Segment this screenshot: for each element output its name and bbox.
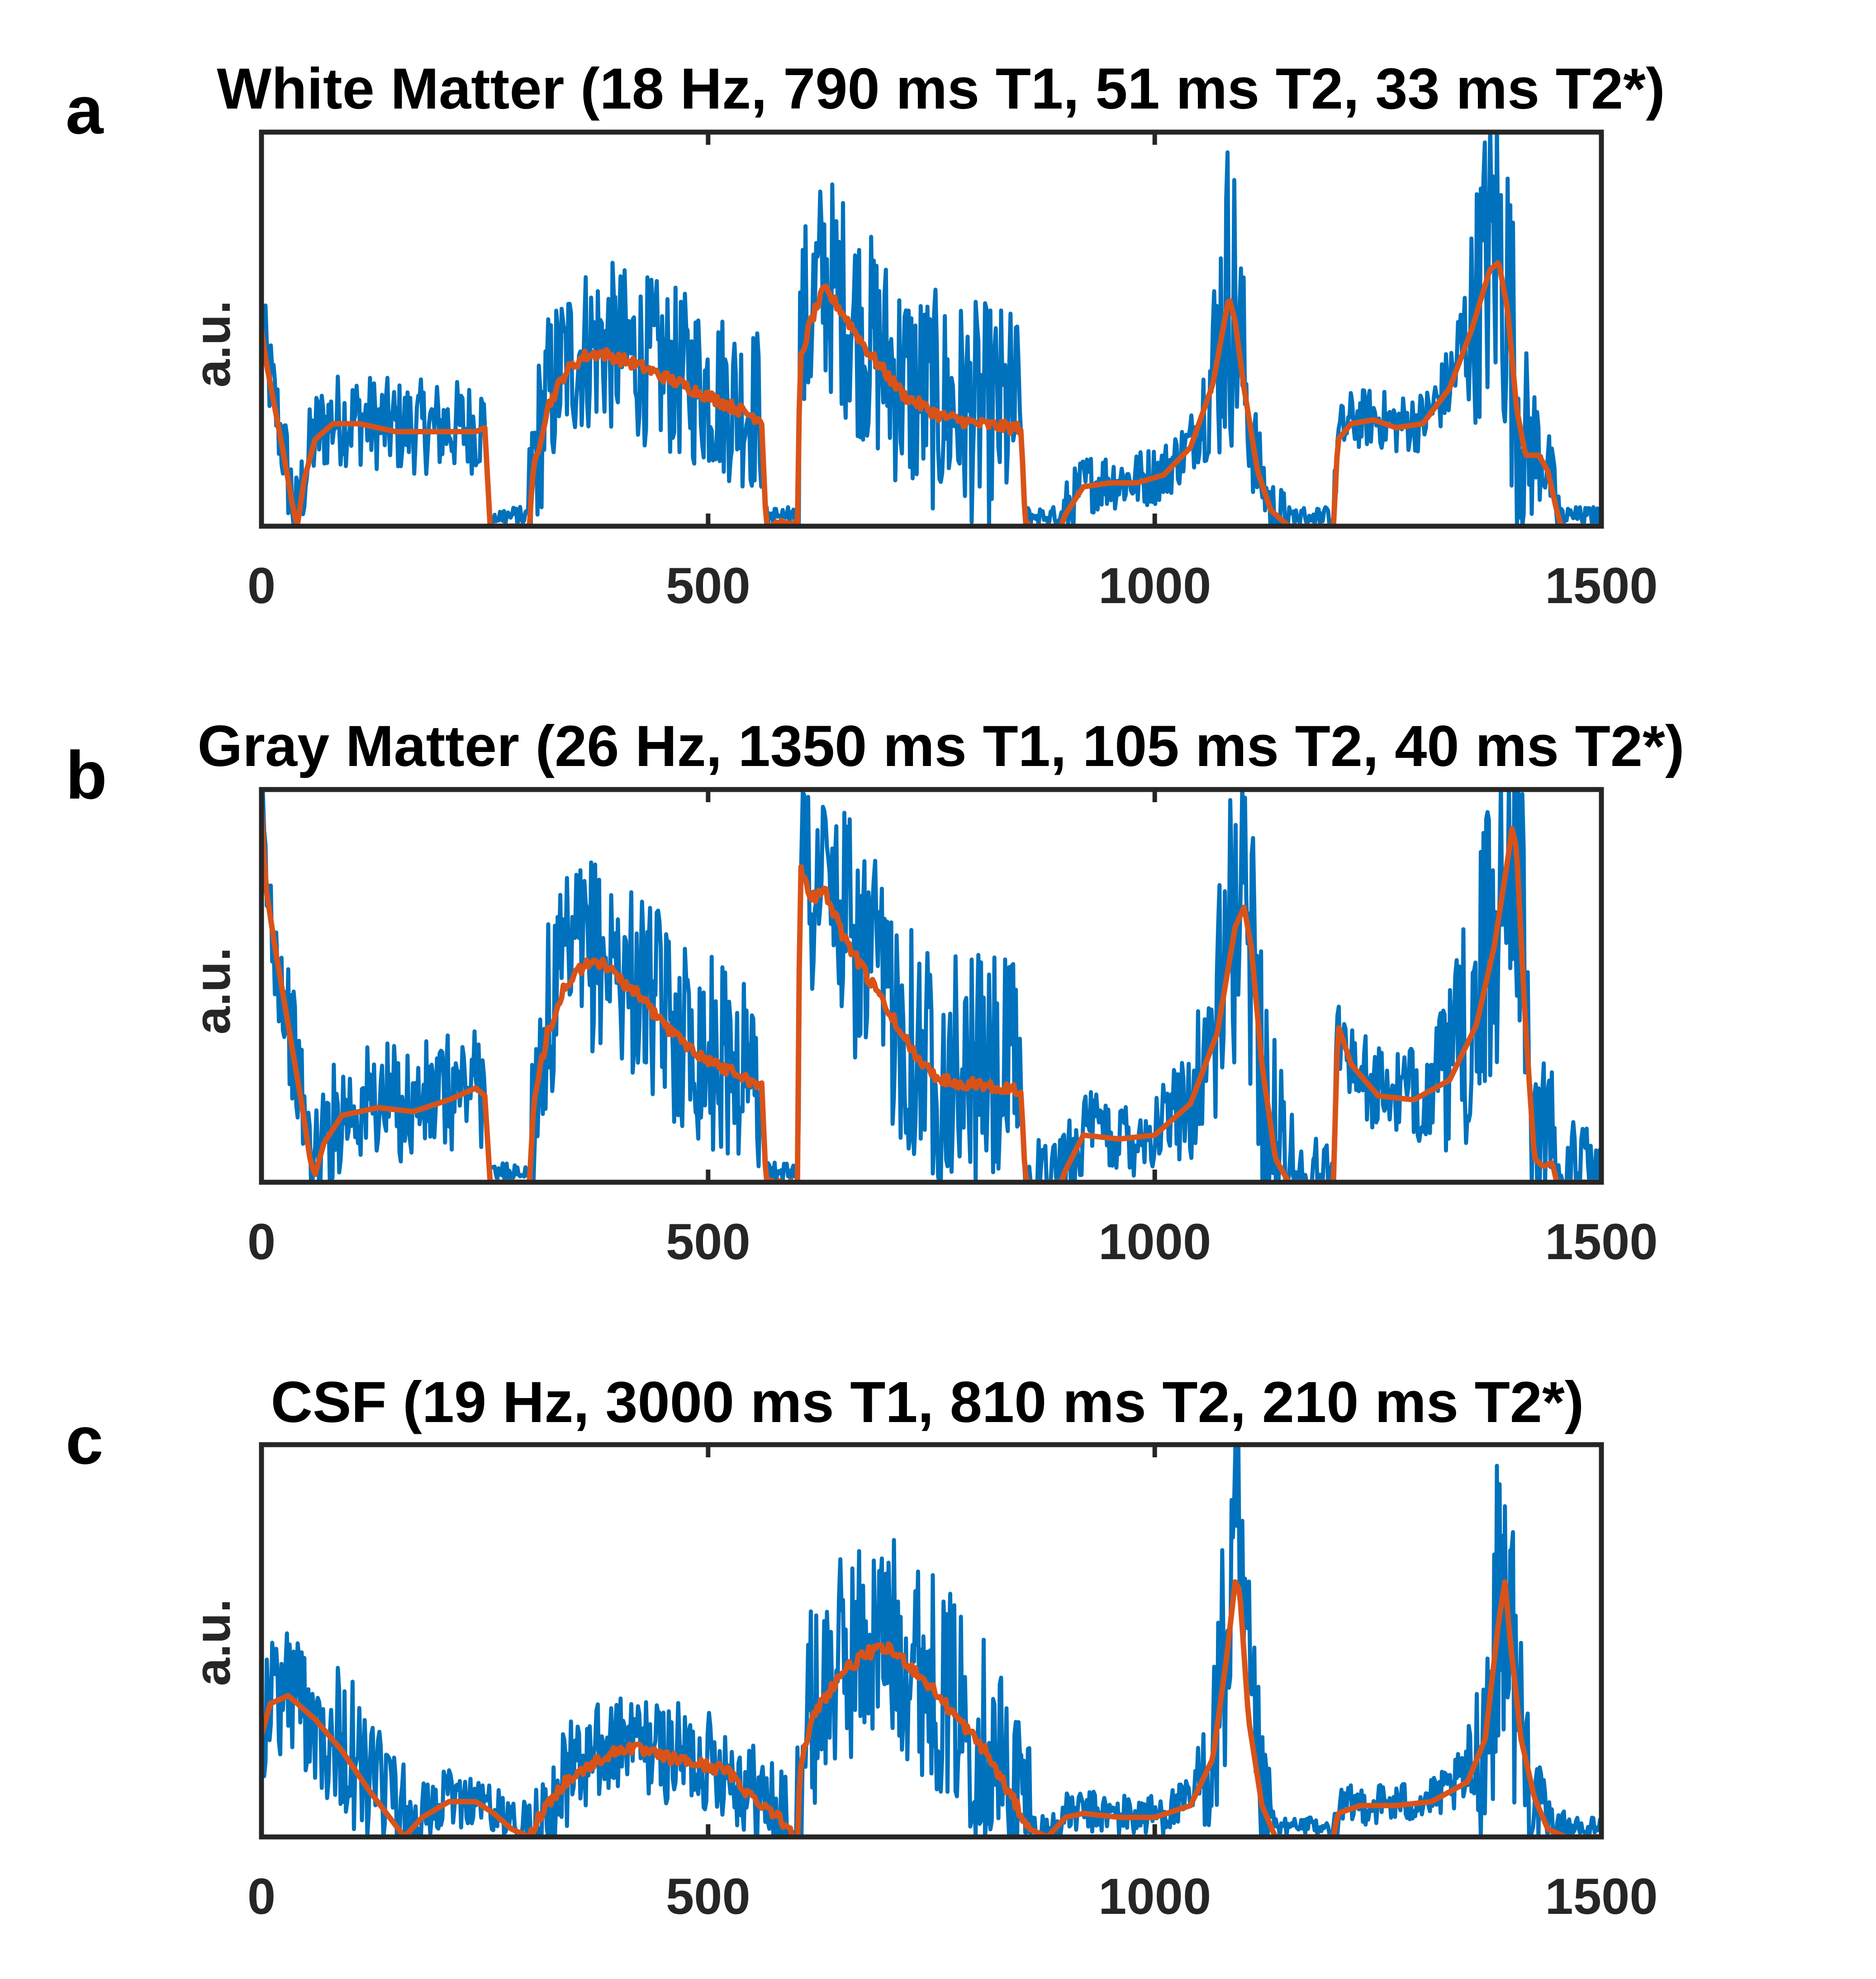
- x-tick-label-c: 1500: [1545, 1868, 1658, 1925]
- series-fit-b: [261, 806, 1601, 1182]
- series-fit-c: [261, 1579, 1601, 1837]
- x-tick-label-b: 0: [247, 1213, 275, 1270]
- axes-box-a: [259, 129, 1604, 529]
- plot-area-a: 0 500 1000 1500: [247, 129, 1658, 614]
- series-measured-b: [261, 790, 1601, 1182]
- x-tick-label-c: 500: [666, 1868, 750, 1925]
- panel-label-a: a: [66, 72, 104, 148]
- panel-b: b Gray Matter (26 Hz, 1350 ms T1, 105 ms…: [66, 714, 1684, 1270]
- plot-area-c: 0 500 1000 1500: [247, 1442, 1658, 1925]
- series-measured-a: [261, 132, 1601, 526]
- chart-title-b: Gray Matter (26 Hz, 1350 ms T1, 105 ms T…: [198, 714, 1685, 779]
- y-axis-label-a: a.u.: [184, 300, 241, 388]
- x-tick-label-a: 1500: [1545, 557, 1658, 614]
- axes-box-b: [259, 787, 1604, 1185]
- axes-box-c: [259, 1442, 1604, 1840]
- panel-label-b: b: [66, 737, 107, 813]
- x-tick-label-b: 1000: [1098, 1213, 1211, 1270]
- series-fit-a: [261, 260, 1601, 526]
- y-axis-label-c: a.u.: [184, 1599, 241, 1686]
- series-measured-c: [261, 1445, 1601, 1837]
- panel-a: a White Matter (18 Hz, 790 ms T1, 51 ms …: [66, 57, 1665, 614]
- x-tick-label-b: 500: [666, 1213, 750, 1270]
- x-tick-label-a: 0: [247, 557, 275, 614]
- chart-title-a: White Matter (18 Hz, 790 ms T1, 51 ms T2…: [217, 57, 1665, 121]
- x-tick-label-a: 500: [666, 557, 750, 614]
- x-tick-label-c: 0: [247, 1868, 275, 1925]
- chart-title-c: CSF (19 Hz, 3000 ms T1, 810 ms T2, 210 m…: [271, 1370, 1584, 1435]
- x-tick-label-c: 1000: [1098, 1868, 1211, 1925]
- y-axis-label-b: a.u.: [184, 947, 241, 1035]
- panel-label-c: c: [66, 1402, 103, 1478]
- x-tick-label-a: 1000: [1098, 557, 1211, 614]
- plot-area-b: 0 500 1000 1500: [247, 787, 1658, 1270]
- x-tick-label-b: 1500: [1545, 1213, 1658, 1270]
- panel-c: c CSF (19 Hz, 3000 ms T1, 810 ms T2, 210…: [66, 1370, 1658, 1925]
